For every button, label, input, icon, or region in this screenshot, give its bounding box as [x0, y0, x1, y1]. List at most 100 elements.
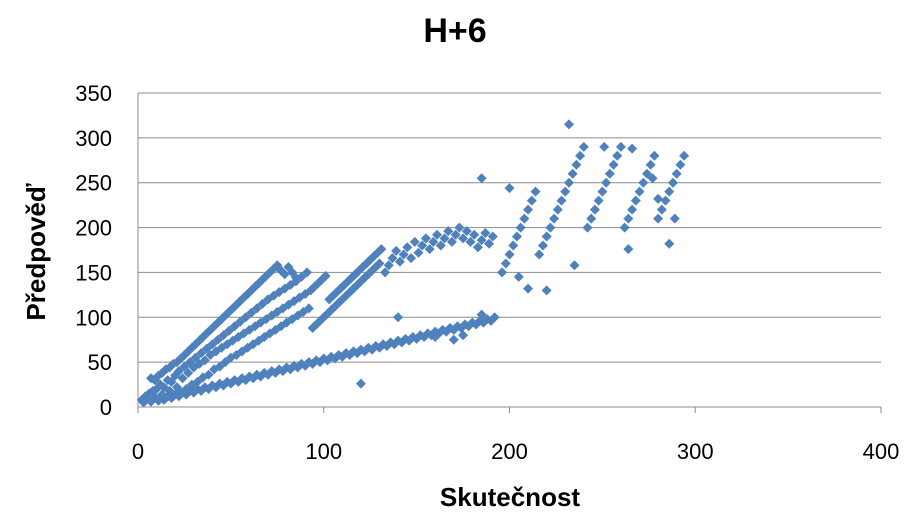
y-axis-title: Předpověď: [21, 183, 51, 320]
data-point: [549, 213, 560, 224]
data-point: [173, 366, 184, 377]
data-point: [619, 222, 630, 233]
data-point: [597, 186, 608, 197]
x-tick-labels: 0 100 200 300 400: [132, 407, 899, 464]
data-point: [374, 258, 385, 269]
data-point: [599, 141, 610, 152]
data-point: [667, 177, 678, 188]
data-point: [523, 204, 534, 215]
data-point: [469, 229, 480, 240]
data-point: [664, 186, 675, 197]
y-tick-label: 300: [75, 126, 112, 151]
data-point: [376, 244, 387, 255]
data-point: [582, 222, 593, 233]
data-point: [413, 247, 424, 258]
data-point: [571, 159, 582, 170]
data-point: [504, 183, 515, 194]
y-tick-label: 350: [75, 81, 112, 106]
data-point: [593, 195, 604, 206]
data-point: [653, 213, 664, 224]
data-point: [365, 254, 376, 265]
data-point: [537, 240, 548, 251]
x-tick-label: 0: [132, 439, 144, 464]
data-point: [519, 213, 530, 224]
data-point: [458, 330, 469, 341]
data-point: [218, 330, 229, 341]
data-point: [465, 236, 476, 247]
data-point: [612, 150, 623, 161]
data-point: [487, 231, 498, 242]
data-point: [303, 303, 314, 314]
data-point: [472, 242, 483, 253]
data-point: [508, 240, 519, 251]
data-point: [443, 226, 454, 237]
data-point: [679, 150, 690, 161]
data-point: [257, 298, 268, 309]
data-point: [513, 271, 524, 282]
data-point: [476, 235, 487, 246]
data-point: [439, 233, 450, 244]
y-tick-label: 150: [75, 260, 112, 285]
data-point: [497, 267, 508, 278]
data-point: [420, 233, 431, 244]
data-point: [649, 150, 660, 161]
data-point: [391, 245, 402, 256]
data-point: [578, 141, 589, 152]
x-tick-label: 400: [863, 439, 900, 464]
data-point: [476, 173, 487, 184]
data-point: [541, 285, 552, 296]
data-point: [398, 249, 409, 260]
data-point: [515, 222, 526, 233]
data-point: [248, 339, 259, 350]
data-point: [402, 242, 413, 253]
x-axis-title: Skutečnost: [440, 482, 580, 512]
data-point: [224, 325, 235, 336]
chart-title: H+6: [423, 12, 486, 50]
data-point: [638, 177, 649, 188]
data-point: [671, 168, 682, 179]
data-point: [199, 355, 210, 366]
x-tick-label: 300: [677, 439, 714, 464]
data-point: [394, 256, 405, 267]
data-point: [424, 244, 435, 255]
data-point: [534, 249, 545, 260]
data-point: [383, 260, 394, 271]
data-point: [545, 222, 556, 233]
data-point: [355, 378, 366, 389]
data-point: [563, 177, 574, 188]
data-point: [393, 312, 404, 323]
data-point: [476, 309, 487, 320]
data-point: [432, 229, 443, 240]
data-point: [302, 267, 313, 278]
data-point: [489, 312, 500, 323]
data-point: [575, 150, 586, 161]
data-point: [647, 173, 658, 184]
data-point: [484, 238, 495, 249]
data-point: [406, 253, 417, 264]
data-point: [645, 159, 656, 170]
y-tick-label: 250: [75, 171, 112, 196]
data-point: [480, 227, 491, 238]
data-point: [664, 238, 675, 249]
data-point: [641, 168, 652, 179]
data-point: [387, 253, 398, 264]
x-tick-label: 200: [491, 439, 528, 464]
data-point: [251, 303, 262, 314]
data-point: [461, 226, 472, 237]
data-point: [634, 186, 645, 197]
data-point: [623, 213, 634, 224]
y-tick-label: 0: [100, 395, 112, 420]
data-point: [627, 143, 638, 154]
data-point: [523, 283, 534, 294]
data-point: [630, 195, 641, 206]
data-point: [435, 240, 446, 251]
data-point: [248, 373, 259, 384]
data-point: [458, 233, 469, 244]
data-point: [563, 119, 574, 130]
data-point: [246, 307, 257, 318]
data-point: [320, 271, 331, 282]
data-point: [454, 222, 465, 233]
data-point: [504, 249, 515, 260]
y-tick-label: 100: [75, 305, 112, 330]
